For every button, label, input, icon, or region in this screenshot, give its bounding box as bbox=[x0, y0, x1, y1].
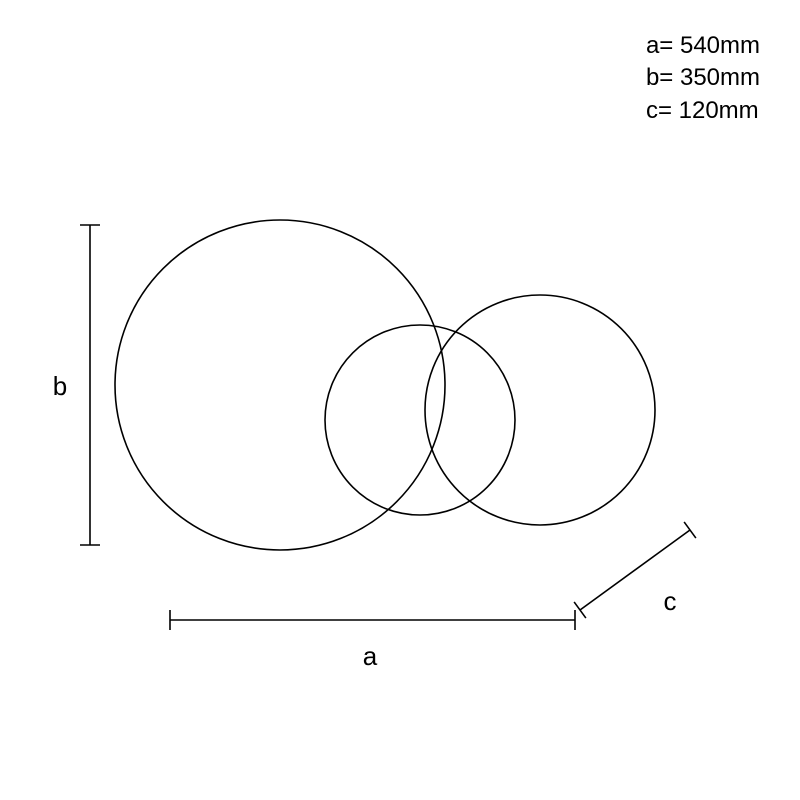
circle bbox=[425, 295, 655, 525]
dimension-label: b bbox=[53, 371, 67, 401]
dimension-label: c bbox=[664, 586, 677, 616]
diagram-svg: b a c bbox=[0, 0, 800, 800]
circle bbox=[115, 220, 445, 550]
circle bbox=[325, 325, 515, 515]
dimension-label: a bbox=[363, 641, 378, 671]
